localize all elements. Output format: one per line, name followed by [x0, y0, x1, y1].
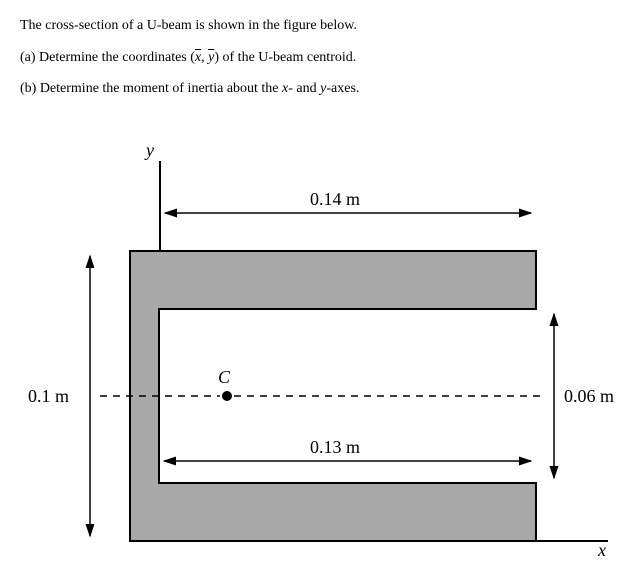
dim-top-label: 0.14 m — [310, 189, 360, 209]
u-beam-svg: y x 0.14 m 0.1 m 0.06 m 0.13 m C — [20, 121, 620, 561]
problem-statement: The cross-section of a U-beam is shown i… — [20, 16, 618, 99]
centroid-label: C — [218, 367, 231, 387]
centroid-point — [222, 391, 232, 401]
part-b: (b) Determine the moment of inertia abou… — [20, 79, 618, 99]
x-axis-label: x — [597, 540, 606, 560]
figure: y x 0.14 m 0.1 m 0.06 m 0.13 m C — [20, 111, 618, 561]
u-beam-shape — [130, 251, 536, 541]
intro-text: The cross-section of a U-beam is shown i… — [20, 16, 618, 36]
part-a: (a) Determine the coordinates (x, y) of … — [20, 48, 618, 68]
dim-right-label: 0.06 m — [564, 386, 614, 406]
y-axis-label: y — [144, 140, 154, 160]
dim-inner-label: 0.13 m — [310, 437, 360, 457]
dim-left-label: 0.1 m — [28, 386, 69, 406]
